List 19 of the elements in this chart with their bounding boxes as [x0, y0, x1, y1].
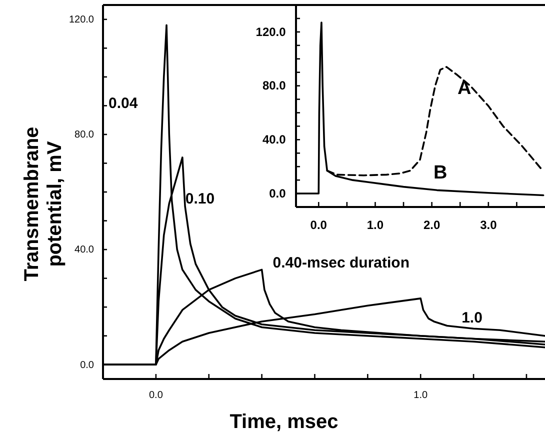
x-tick-label: 0.0 [310, 218, 328, 232]
x-axis-title: Time, msec [230, 411, 338, 433]
series-label: B [433, 162, 448, 184]
series-label: 0.04 [108, 95, 138, 112]
series-label: 1.0 [462, 309, 482, 326]
y-tick-label: 120.0 [256, 24, 286, 39]
x-tick-label: 2.0 [423, 218, 440, 232]
y-tick-label: 120.0 [68, 14, 94, 26]
y-tick-label: 40.0 [74, 244, 94, 256]
y-tick-label: 80.0 [262, 78, 286, 93]
y-tick-label: 80.0 [74, 130, 94, 141]
x-tick-label: 1.0 [366, 218, 384, 232]
series-label: 0.40-msec duration [272, 254, 410, 272]
y-tick-label: 0.0 [80, 360, 94, 371]
y-tick-label: 0.0 [269, 186, 286, 200]
x-tick-label: 3.0 [480, 218, 498, 232]
y-axis-title: Transmembrane potential, mV [21, 126, 66, 282]
series-label: 0.10 [185, 190, 215, 208]
y-tick-label: 40.0 [262, 132, 286, 147]
